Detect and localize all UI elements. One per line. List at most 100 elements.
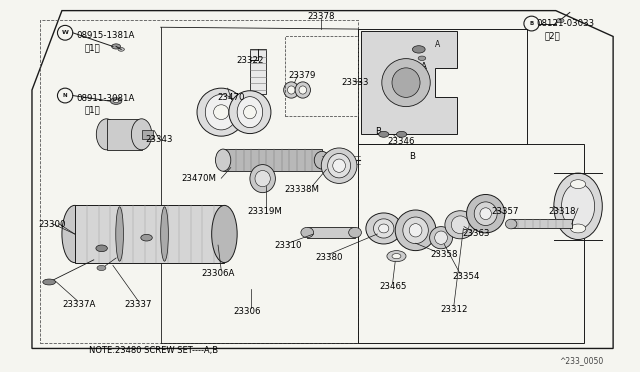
Text: ^233_0050: ^233_0050	[559, 356, 604, 365]
Text: 23337A: 23337A	[63, 300, 96, 310]
Ellipse shape	[229, 91, 271, 134]
Text: A: A	[435, 40, 440, 49]
Ellipse shape	[366, 213, 401, 244]
Ellipse shape	[333, 159, 346, 172]
Text: 23465: 23465	[379, 282, 406, 291]
Bar	[307, 227, 355, 238]
Text: 23318: 23318	[548, 207, 576, 217]
Text: 23470: 23470	[217, 93, 244, 102]
Text: 23306A: 23306A	[202, 269, 235, 278]
Text: 23470M: 23470M	[181, 174, 216, 183]
Ellipse shape	[255, 170, 270, 187]
Ellipse shape	[205, 94, 237, 130]
Text: 23337: 23337	[125, 300, 152, 310]
Ellipse shape	[62, 205, 88, 263]
Ellipse shape	[379, 224, 389, 233]
Ellipse shape	[250, 164, 275, 193]
Ellipse shape	[97, 119, 116, 150]
Ellipse shape	[403, 217, 428, 244]
Text: 23346: 23346	[388, 137, 415, 146]
Text: 23310: 23310	[275, 241, 302, 250]
Ellipse shape	[382, 59, 430, 107]
Text: （2）: （2）	[544, 31, 560, 40]
Text: 23358: 23358	[431, 250, 458, 259]
Ellipse shape	[216, 149, 231, 171]
Bar	[75, 205, 225, 263]
Ellipse shape	[110, 98, 122, 105]
Text: 23333: 23333	[341, 78, 369, 87]
Text: B: B	[529, 21, 534, 26]
Ellipse shape	[295, 82, 310, 98]
Ellipse shape	[561, 183, 595, 229]
Ellipse shape	[284, 82, 299, 98]
Text: （1）: （1）	[84, 106, 100, 115]
Ellipse shape	[418, 56, 426, 61]
Ellipse shape	[554, 173, 602, 240]
Ellipse shape	[556, 18, 564, 23]
Text: （1）: （1）	[84, 43, 100, 52]
Ellipse shape	[43, 279, 56, 285]
Ellipse shape	[299, 86, 307, 94]
Ellipse shape	[161, 207, 168, 261]
Bar	[106, 119, 141, 150]
Text: 23338M: 23338M	[285, 185, 319, 194]
Bar	[285, 36, 358, 116]
Ellipse shape	[374, 219, 394, 238]
Ellipse shape	[395, 210, 436, 251]
Ellipse shape	[467, 195, 505, 233]
Text: 23306: 23306	[233, 307, 260, 316]
Ellipse shape	[506, 219, 517, 229]
Ellipse shape	[435, 231, 447, 244]
Ellipse shape	[97, 265, 106, 270]
Ellipse shape	[396, 131, 406, 137]
Ellipse shape	[412, 46, 425, 53]
Ellipse shape	[570, 180, 586, 189]
Bar	[358, 144, 584, 343]
Text: B: B	[375, 127, 381, 136]
Bar	[40, 20, 358, 343]
Text: 23343: 23343	[146, 135, 173, 144]
Ellipse shape	[214, 105, 229, 119]
Bar	[223, 149, 322, 171]
Text: W: W	[61, 30, 68, 35]
Text: 08121-03033: 08121-03033	[537, 19, 595, 28]
Text: 23357: 23357	[491, 207, 518, 217]
Text: N: N	[63, 93, 67, 98]
Polygon shape	[362, 31, 457, 134]
Text: B: B	[409, 152, 415, 161]
Text: 23319M: 23319M	[247, 207, 282, 217]
Text: NOTE:23480 SCREW SET----A,B: NOTE:23480 SCREW SET----A,B	[90, 346, 218, 355]
Text: 08911-3081A: 08911-3081A	[77, 94, 135, 103]
Ellipse shape	[244, 106, 256, 119]
Text: 23379: 23379	[289, 71, 316, 80]
Ellipse shape	[141, 234, 152, 241]
Text: 23300: 23300	[38, 220, 66, 229]
Ellipse shape	[451, 216, 469, 234]
Ellipse shape	[111, 44, 120, 49]
Bar	[358, 29, 527, 144]
Ellipse shape	[118, 48, 124, 51]
Text: 23363: 23363	[462, 230, 490, 238]
Ellipse shape	[301, 227, 314, 238]
Ellipse shape	[237, 97, 262, 128]
Ellipse shape	[392, 254, 401, 259]
Ellipse shape	[212, 205, 237, 263]
Ellipse shape	[314, 151, 330, 169]
Polygon shape	[32, 11, 613, 349]
Ellipse shape	[480, 208, 492, 219]
Ellipse shape	[392, 68, 420, 97]
Ellipse shape	[96, 245, 108, 251]
Ellipse shape	[429, 227, 452, 249]
Ellipse shape	[116, 207, 124, 261]
Ellipse shape	[321, 148, 357, 183]
Ellipse shape	[287, 86, 295, 94]
Ellipse shape	[387, 251, 406, 262]
Text: 08915-1381A: 08915-1381A	[77, 31, 135, 40]
Text: 23322: 23322	[236, 56, 264, 65]
Ellipse shape	[570, 224, 586, 233]
Ellipse shape	[445, 211, 476, 239]
Ellipse shape	[474, 202, 497, 225]
Ellipse shape	[349, 227, 362, 238]
Ellipse shape	[197, 88, 246, 136]
Bar	[250, 49, 266, 94]
